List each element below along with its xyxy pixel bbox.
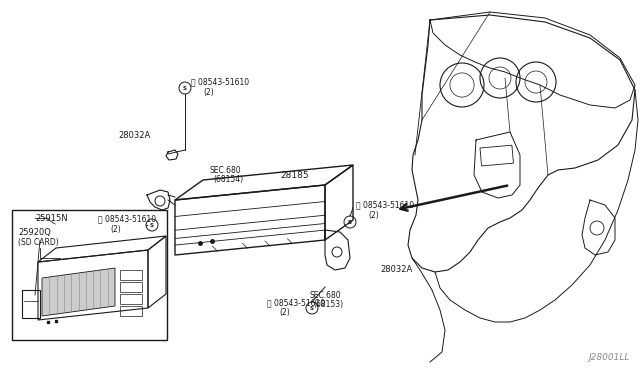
Text: (2): (2): [279, 308, 290, 317]
Bar: [120, 270, 142, 280]
Text: 28185: 28185: [280, 170, 308, 180]
Polygon shape: [42, 268, 115, 316]
Text: 25920Q: 25920Q: [18, 228, 51, 237]
Text: 28032A: 28032A: [380, 266, 412, 275]
Text: (2): (2): [203, 87, 214, 96]
Text: Ⓢ 08543-51610: Ⓢ 08543-51610: [98, 215, 156, 224]
Text: Ⓢ 08543-51610: Ⓢ 08543-51610: [191, 77, 249, 87]
Bar: [120, 282, 142, 292]
Text: SEC.680: SEC.680: [210, 166, 242, 174]
Text: (68154): (68154): [213, 174, 243, 183]
Bar: [12, 210, 167, 340]
Text: (2): (2): [110, 224, 121, 234]
Text: S: S: [310, 305, 314, 311]
Text: (2): (2): [368, 211, 379, 219]
Text: J28001LL: J28001LL: [589, 353, 630, 362]
Bar: [22, 290, 40, 318]
Text: Ⓢ 08543-51610: Ⓢ 08543-51610: [356, 201, 414, 209]
Text: SEC.680: SEC.680: [310, 291, 342, 299]
Text: 28032A: 28032A: [118, 131, 150, 140]
Bar: [120, 294, 142, 304]
Text: S: S: [348, 219, 352, 224]
Text: (SD CARD): (SD CARD): [18, 237, 59, 247]
Text: 25915N: 25915N: [35, 214, 68, 222]
Bar: [120, 306, 142, 316]
Text: S: S: [150, 222, 154, 228]
Text: (68153): (68153): [313, 299, 343, 308]
Text: Ⓢ 08543-51610: Ⓢ 08543-51610: [267, 298, 325, 308]
Bar: [480, 145, 513, 166]
Text: S: S: [183, 86, 187, 90]
